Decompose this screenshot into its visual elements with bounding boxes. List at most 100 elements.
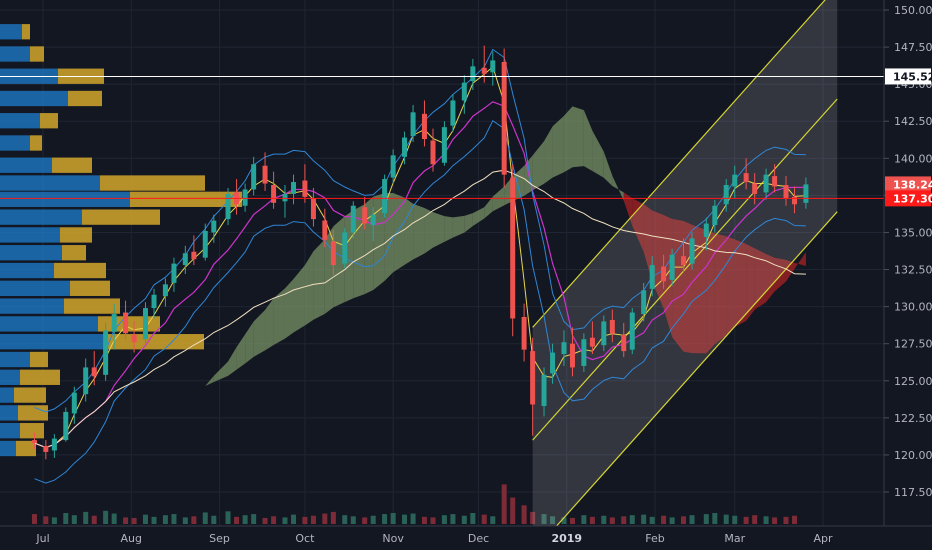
profile-up-20: [0, 405, 18, 421]
cloud-seg-59: [706, 230, 715, 354]
candle-body-33: [362, 207, 368, 224]
volume-bar-36: [390, 513, 396, 524]
volume-bar-26: [291, 514, 297, 524]
candle-body-38: [410, 112, 416, 137]
volume-bar-0: [31, 514, 37, 524]
candle-body-27: [302, 180, 308, 197]
time-axis[interactable]: Jul Aug Sep Oct Nov Dec 2019 Feb Mar Apr: [35, 532, 833, 545]
candle-body-8: [111, 314, 117, 332]
candle-body-73: [763, 174, 769, 193]
cloud-seg-47: [583, 110, 593, 171]
cloud-seg-15: [265, 298, 274, 351]
cloud-seg-17: [284, 279, 294, 339]
volume-bar-35: [382, 514, 388, 524]
candle-body-14: [171, 263, 177, 283]
y-tick-label: 125.00: [894, 375, 932, 388]
candle-body-56: [589, 337, 595, 347]
candle-body-52: [550, 352, 556, 374]
candle-body-31: [342, 232, 348, 264]
candle-body-24: [271, 185, 277, 203]
cloud-seg-49: [603, 151, 613, 186]
volume-bar-73: [763, 516, 769, 524]
time-axis-background: [0, 526, 932, 550]
profile-down-9: [82, 209, 160, 225]
y-tick-label: 130.00: [894, 301, 932, 314]
profile-down-19: [14, 387, 46, 403]
y-tick-label: 122.50: [894, 412, 932, 425]
candle-body-4: [71, 392, 77, 414]
candle-body-26: [291, 182, 297, 194]
volume-bar-33: [362, 517, 368, 524]
profile-up-18: [0, 369, 20, 385]
profile-down-18: [20, 369, 60, 385]
x-tick-label: Sep: [209, 532, 230, 545]
volume-bar-23: [262, 517, 268, 524]
candle-body-18: [211, 220, 217, 233]
volume-bar-1: [43, 516, 49, 524]
cloud-seg-24: [353, 204, 365, 299]
cloud-seg-62: [734, 239, 747, 327]
volume-bar-10: [131, 517, 137, 524]
cloud-seg-55: [663, 214, 673, 338]
candle-body-16: [191, 251, 197, 260]
profile-down-3: [68, 90, 102, 107]
candle-body-53: [561, 342, 567, 355]
candle-body-13: [162, 284, 168, 297]
horizontal-lines[interactable]: [0, 75, 884, 199]
volume-bar-4: [71, 515, 77, 524]
profile-up-7: [0, 175, 100, 191]
volume-bar-75: [783, 516, 789, 524]
candle-body-35: [382, 179, 388, 214]
candlestick-series[interactable]: [31, 45, 809, 460]
volume-bar-6: [91, 515, 97, 524]
y-tick-label: 117.50: [894, 486, 932, 499]
profile-up-14: [0, 298, 64, 314]
cloud-seg-30: [413, 203, 425, 260]
volume-bar-69: [723, 514, 729, 524]
candle-body-60: [629, 312, 635, 350]
profile-down-22: [16, 440, 36, 457]
volume-bar-16: [191, 516, 197, 524]
candle-body-44: [470, 66, 476, 82]
candle-body-17: [202, 230, 208, 258]
volume-bar-14: [171, 514, 177, 524]
profile-down-17: [30, 351, 48, 368]
volume-bar-65: [681, 516, 687, 524]
x-tick-label: Apr: [813, 532, 833, 545]
channel-mid: [532, 98, 838, 441]
y-tick-label: 147.50: [894, 41, 932, 54]
candle-body-72: [752, 183, 758, 194]
candle-body-59: [621, 334, 627, 352]
x-tick-label: Feb: [645, 532, 664, 545]
candle-body-75: [783, 185, 789, 199]
x-tick-label: Mar: [724, 532, 745, 545]
x-tick-label: Jul: [35, 532, 49, 545]
profile-down-5: [30, 135, 42, 151]
price-label-text: 137.30: [893, 192, 932, 205]
volume-bar-31: [342, 515, 348, 524]
regression-channel[interactable]: [532, 0, 838, 550]
volume-bar-27: [302, 516, 308, 524]
candle-body-68: [712, 205, 718, 226]
volume-bar-37: [402, 514, 408, 524]
candle-body-57: [601, 321, 607, 346]
volume-bar-60: [629, 515, 635, 524]
profile-down-14: [64, 298, 120, 314]
candle-body-1: [43, 446, 49, 452]
cloud-seg-35: [464, 213, 473, 233]
cloud-seg-68: [794, 252, 806, 269]
cloud-seg-54: [652, 210, 664, 309]
candle-body-34: [370, 214, 376, 226]
volume-bar-5: [83, 511, 89, 524]
cloud-seg-46: [572, 106, 584, 168]
y-tick-label: 135.00: [894, 226, 932, 239]
volume-bar-40: [430, 517, 436, 524]
volume-bar-71: [743, 516, 749, 524]
volume-bar-61: [641, 514, 647, 524]
candle-body-25: [282, 193, 288, 202]
candle-body-9: [123, 312, 129, 334]
volume-bar-59: [621, 516, 627, 524]
cloud-seg-45: [563, 106, 573, 173]
volume-bar-74: [772, 517, 778, 524]
